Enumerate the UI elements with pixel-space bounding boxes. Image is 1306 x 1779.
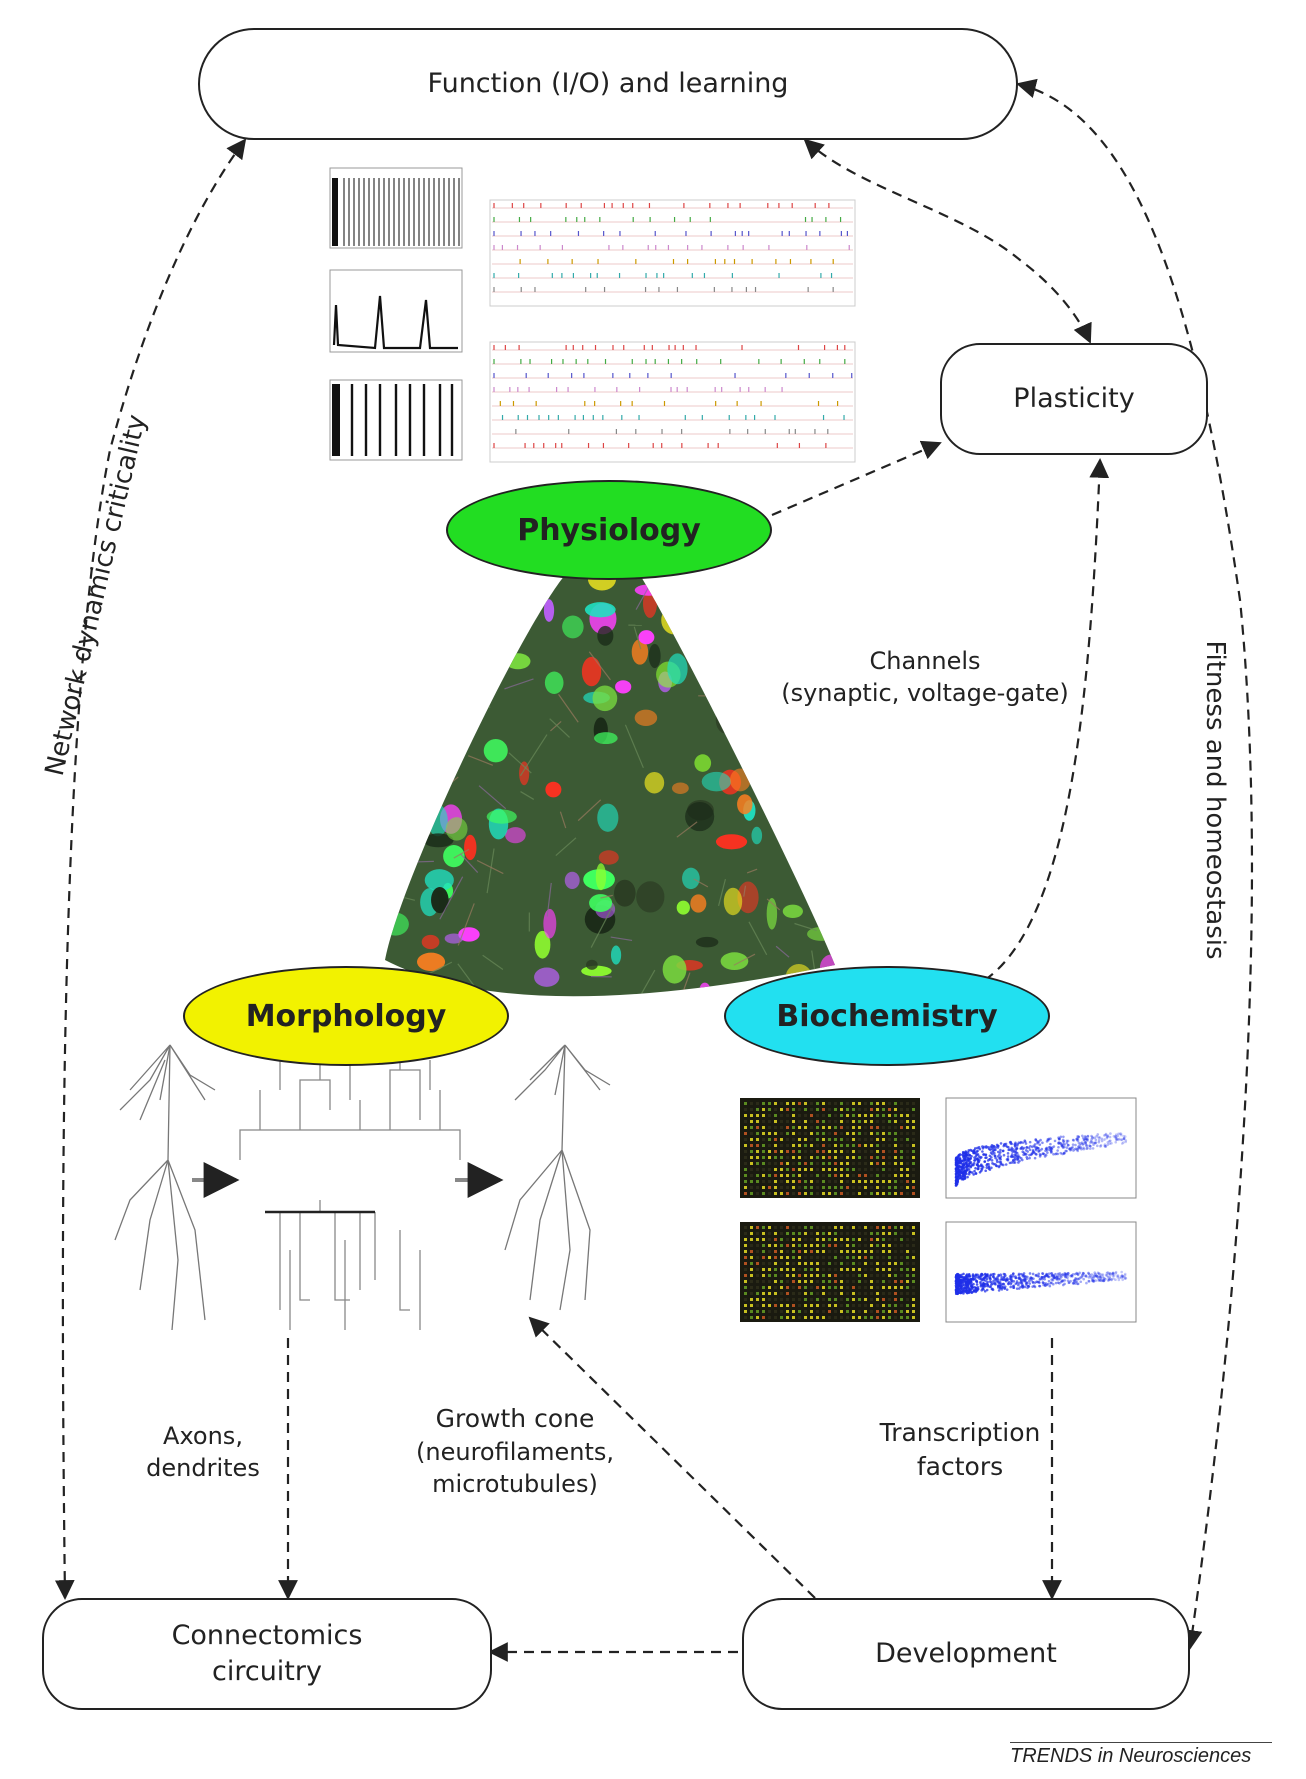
biochemistry-panels [740, 1097, 1137, 1323]
scatter-plot-2 [945, 1221, 1137, 1323]
neuron-tissue-image [385, 575, 835, 997]
dendrogram-bottom [265, 1200, 421, 1330]
raster-panel-2 [489, 341, 856, 463]
edge-arrows [54, 78, 1254, 1662]
neuron-morphology-drawings [114, 1040, 611, 1331]
physiology-ellipse: Physiology [446, 480, 772, 580]
fitness-text: Fitness and homeostasis [1200, 640, 1230, 960]
arrow-growth-cone [528, 1316, 816, 1599]
growth-line3: microtubules) [432, 1470, 598, 1499]
growth-line2: (neurofilaments, [416, 1437, 614, 1466]
function-learning-box: Function (I/O) and learning [198, 28, 1018, 140]
spike-traces [329, 167, 856, 463]
development-label: Development [875, 1637, 1057, 1669]
arrow-biochemistry-plasticity [984, 458, 1110, 981]
footer-text: TRENDS in Neurosciences [1010, 1745, 1252, 1767]
neuron-drawing-left [114, 1044, 216, 1331]
physiology-label: Physiology [517, 512, 701, 548]
growth-cone-label: Growth cone (neurofilaments, microtubule… [410, 1402, 620, 1501]
morphology-ellipse: Morphology [183, 966, 509, 1066]
transcription-factors-label: Transcription factors [870, 1416, 1050, 1484]
biochemistry-label: Biochemistry [776, 998, 998, 1034]
function-learning-label: Function (I/O) and learning [427, 67, 789, 99]
axons-line1: Axons, [163, 1422, 243, 1450]
arrow-physiology-plasticity [771, 440, 942, 517]
morphology-label: Morphology [245, 998, 447, 1034]
biochemistry-ellipse: Biochemistry [724, 966, 1050, 1066]
transcription-line2: factors [916, 1451, 1004, 1481]
development-box: Development [742, 1598, 1190, 1710]
growth-line1: Growth cone [435, 1404, 595, 1433]
connectomics-box: Connectomics circuitry [42, 1598, 492, 1710]
channels-line1: Channels [869, 647, 981, 675]
axons-line2: dendrites [146, 1454, 260, 1483]
trace-panel-2 [329, 269, 463, 353]
channels-line2: (synaptic, voltage-gate) [781, 679, 1069, 708]
axons-dendrites-label: Axons, dendrites [128, 1420, 278, 1485]
plasticity-label: Plasticity [1013, 382, 1135, 414]
arrow-function-plasticity [803, 138, 1092, 344]
footer-credit: TRENDS in Neurosciences [1010, 1742, 1272, 1768]
raster-panel-1 [489, 199, 856, 307]
connectomics-label-line1: Connectomics [171, 1619, 363, 1651]
arrow-fitness [1016, 78, 1254, 1650]
plasticity-box: Plasticity [940, 343, 1208, 455]
connectomics-label-line2: circuitry [212, 1656, 322, 1687]
fitness-label: Fitness and homeostasis [1200, 600, 1230, 1000]
arrow-network-dynamics [54, 138, 247, 1600]
trace-panel-3 [329, 379, 463, 461]
channels-label: Channels (synaptic, voltage-gate) [780, 645, 1070, 710]
trace-panel-1 [329, 167, 463, 249]
transcription-line1: Transcription [879, 1418, 1041, 1447]
neuron-drawing-right [504, 1044, 611, 1311]
